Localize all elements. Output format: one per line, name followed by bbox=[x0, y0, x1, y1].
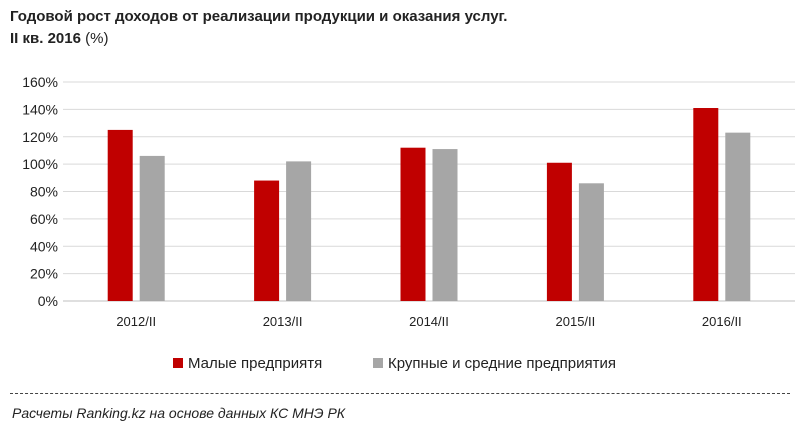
chart-title-period: II кв. 2016 bbox=[10, 30, 81, 47]
y-tick-label: 140% bbox=[22, 101, 58, 117]
chart-title: Годовой рост доходов от реализации проду… bbox=[10, 6, 790, 50]
legend-label: Крупные и средние предприятия bbox=[388, 355, 616, 372]
y-tick-label: 20% bbox=[30, 266, 58, 282]
x-tick-label: 2012/II bbox=[116, 314, 156, 329]
bar-small-2012-II bbox=[107, 129, 133, 301]
footer-divider bbox=[10, 393, 790, 394]
chart-title-line1: Годовой рост доходов от реализации проду… bbox=[10, 8, 508, 25]
source-note: Расчеты Ranking.kz на основе данных КС М… bbox=[12, 405, 346, 421]
y-tick-label: 100% bbox=[22, 156, 58, 172]
chart-title-unit: (%) bbox=[85, 30, 109, 47]
bar-small-2013-II bbox=[254, 180, 280, 301]
bar-large-2015-II bbox=[578, 183, 604, 301]
x-tick-label: 2013/II bbox=[263, 314, 303, 329]
y-tick-label: 0% bbox=[38, 293, 58, 309]
bar-large-2014-II bbox=[432, 149, 458, 301]
y-tick-label: 160% bbox=[22, 74, 58, 90]
y-tick-label: 60% bbox=[30, 211, 58, 227]
y-tick-label: 80% bbox=[30, 184, 58, 200]
bar-chart: 0% 20% 40% 60% 80% 100% 120% 140% 160% 2012/II 201… bbox=[22, 74, 795, 372]
x-tick-label: 2015/II bbox=[556, 314, 596, 329]
bar-large-2013-II bbox=[286, 161, 312, 301]
legend-swatch bbox=[173, 358, 183, 368]
bar-large-2016-II bbox=[725, 132, 751, 301]
y-tick-label: 40% bbox=[30, 238, 58, 254]
bar-small-2014-II bbox=[400, 147, 426, 301]
legend-label: Малые предприятя bbox=[188, 355, 322, 372]
y-tick-label: 120% bbox=[22, 129, 58, 145]
x-tick-label: 2014/II bbox=[409, 314, 449, 329]
legend-swatch bbox=[373, 358, 383, 368]
chart-title-line2: II кв. 2016 (%) bbox=[10, 28, 790, 50]
bar-small-2016-II bbox=[693, 108, 719, 301]
x-tick-label: 2016/II bbox=[702, 314, 742, 329]
bar-large-2012-II bbox=[139, 155, 165, 301]
bar-small-2015-II bbox=[546, 162, 572, 301]
